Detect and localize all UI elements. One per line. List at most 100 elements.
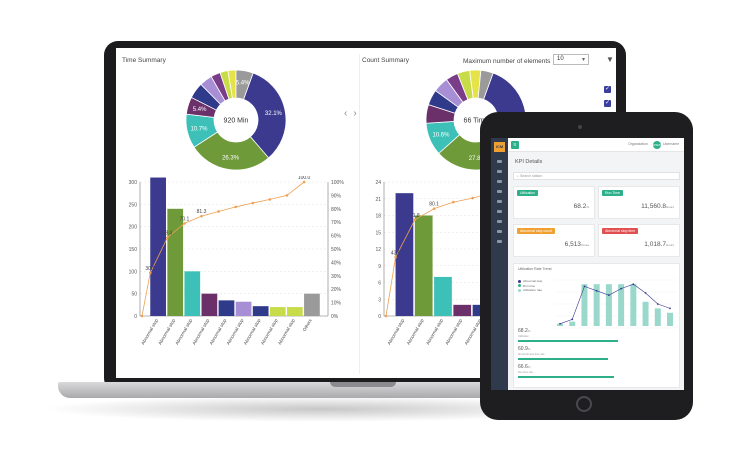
x-tick-label: Abnormal stop — [157, 318, 176, 346]
max-elements-select[interactable]: 10 ▾ — [553, 54, 589, 65]
bar — [434, 276, 452, 316]
trend-bar — [557, 323, 563, 326]
kpi-card-run-time[interactable]: Run Time 11,560.8Hours — [598, 186, 680, 219]
trend-point — [644, 292, 647, 294]
nav-device-icon[interactable] — [497, 210, 502, 213]
y2-tick-label: 30% — [331, 274, 342, 280]
trend-bar — [605, 284, 612, 326]
slice-label: 5.4% — [236, 81, 250, 87]
nav-chart-icon[interactable] — [497, 180, 502, 183]
kpi-card-abnormal-count[interactable]: Abnormal stop count 6,513Times — [513, 224, 595, 257]
y-tick-label: 18 — [375, 214, 381, 220]
y-tick-label: 15 — [375, 230, 381, 236]
trend-bar — [618, 284, 625, 326]
organization-selector[interactable]: Organization — [628, 142, 648, 146]
laptop-notch — [330, 382, 396, 387]
trend-bar — [581, 284, 588, 326]
nav-tool-icon[interactable] — [497, 240, 502, 243]
legend-item: Utilization rate — [518, 288, 542, 293]
chart-nav: ‹› — [344, 108, 363, 119]
search-placeholder: Search station — [519, 174, 543, 178]
slice-label: 10.6% — [432, 133, 450, 139]
nav-dashboard-icon[interactable] — [497, 170, 502, 173]
tablet-home-button[interactable] — [576, 396, 592, 412]
pareto-label: 58.4 — [162, 231, 172, 237]
username[interactable]: Username — [663, 142, 680, 146]
trend-point — [669, 307, 671, 310]
checkbox-1[interactable]: ✓ — [604, 86, 611, 93]
checkbox-2[interactable]: ✓ — [604, 100, 611, 107]
y2-tick-label: 40% — [331, 260, 342, 266]
trend-point — [559, 322, 561, 325]
time-summary-title: Time Summary — [122, 57, 166, 64]
trend-bar — [593, 284, 600, 326]
bar — [184, 271, 201, 316]
donut-slice — [193, 131, 270, 171]
trend-bar — [642, 301, 649, 326]
donut-slice — [243, 72, 287, 159]
x-tick-label: Abnormal stop — [406, 318, 425, 346]
y-tick-label: 300 — [129, 180, 138, 186]
pareto-point — [471, 196, 474, 200]
search-input[interactable]: ⌕ Search station — [513, 172, 680, 180]
time-summary-bar-chart: 0 50 100 150 200 250 300 0% 10% 20% 30% 40% 50% 60% 70… — [129, 176, 345, 346]
y-tick-label: 12 — [375, 247, 381, 253]
filter-icon[interactable]: ▼ — [606, 55, 614, 64]
nav-list-icon[interactable] — [497, 190, 502, 193]
page-title: KPI Details — [515, 159, 543, 165]
pareto-point — [268, 198, 272, 201]
trend-chart-title: Utilization Rate Trend — [518, 267, 552, 271]
menu-icon[interactable]: ≡ — [511, 141, 519, 149]
bar — [395, 193, 414, 316]
avatar[interactable]: RSMI — [653, 141, 661, 149]
pareto-point — [302, 180, 306, 184]
prev-chart-button[interactable]: ‹ — [344, 108, 354, 119]
donut-center-label: 66 Time — [464, 118, 489, 125]
tablet-topbar: ≡ Organization RSMI Username — [508, 138, 684, 152]
y-tick-label: 200 — [129, 225, 138, 231]
bar — [201, 293, 218, 316]
pareto-point — [140, 314, 144, 318]
bar — [218, 300, 235, 316]
pareto-point — [432, 207, 436, 210]
trend-bar — [667, 312, 673, 326]
stat-bar — [518, 376, 614, 378]
pareto-line — [141, 181, 305, 317]
pareto-point — [285, 194, 289, 197]
donut-slice — [477, 69, 494, 100]
pareto-point — [148, 271, 152, 275]
stat-caption: Run time rate — [518, 371, 534, 374]
y-tick-label: 0 — [378, 314, 381, 320]
bar — [150, 177, 166, 316]
nav-settings-icon[interactable] — [497, 230, 502, 233]
tablet-camera — [578, 125, 582, 129]
nav-home-icon[interactable] — [497, 160, 502, 163]
y-tick-label: 24 — [375, 180, 381, 186]
y2-tick-label: 60% — [331, 234, 342, 240]
pareto-point — [384, 314, 388, 318]
y-tick-label: 9 — [378, 264, 381, 270]
x-tick-label: Abnormal stop — [444, 318, 463, 346]
kpi-card-utilization[interactable]: Utilization 68.2% — [513, 186, 595, 219]
pareto-label: 43.8 — [391, 250, 401, 256]
y2-tick-label: 90% — [331, 193, 342, 199]
bar — [252, 306, 269, 316]
stat-value: 60.9% — [518, 346, 531, 352]
trend-line — [559, 283, 671, 325]
nav-report-icon[interactable] — [497, 200, 502, 203]
y-tick-label: 100 — [129, 269, 138, 275]
kpi-card-abnormal-time[interactable]: Abnormal stop time 1,018.7Hours — [598, 224, 680, 257]
stat-value: 66.6% — [518, 364, 531, 370]
legend-item: Abnormal stop — [518, 279, 542, 284]
trend-bar — [630, 284, 637, 326]
bar — [235, 301, 252, 316]
pareto-point — [183, 222, 186, 225]
next-chart-button[interactable]: › — [353, 108, 363, 119]
utilization-trend-card: Utilization Rate Trend Abnormal stop Run… — [513, 263, 680, 388]
pareto-point — [166, 236, 169, 240]
panel-divider — [359, 54, 360, 374]
pareto-label: 70.1 — [180, 216, 190, 222]
nav-user-icon[interactable] — [497, 220, 502, 223]
x-tick-label: Abnormal stop — [209, 318, 228, 346]
